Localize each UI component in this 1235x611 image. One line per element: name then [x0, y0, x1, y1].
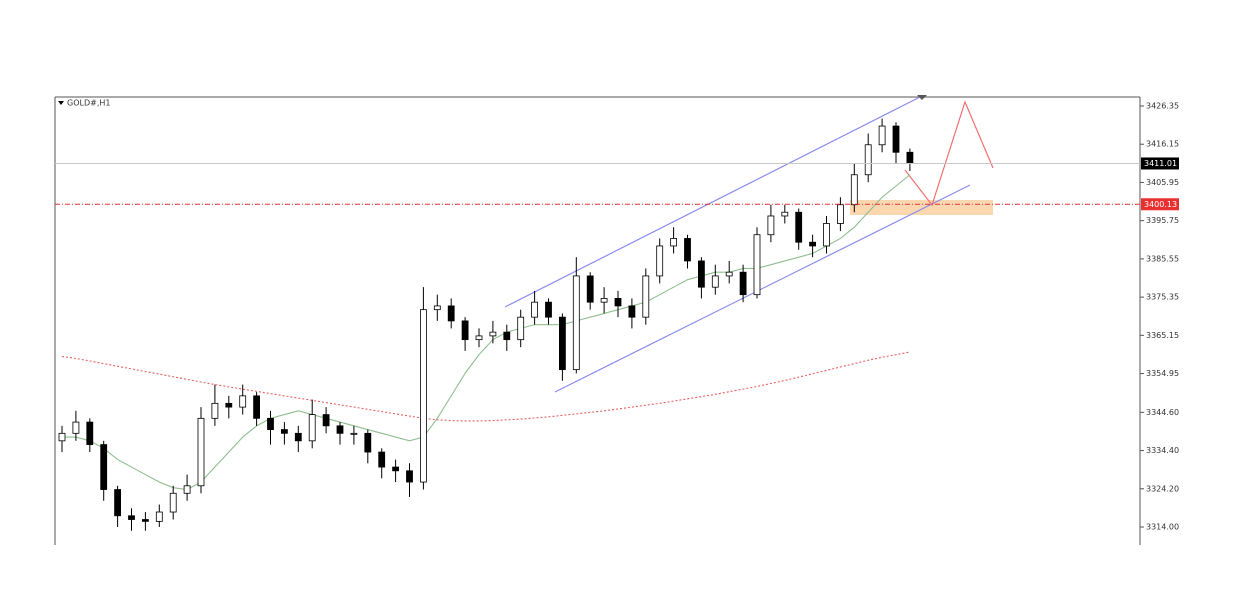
candle-body	[572, 275, 580, 371]
candle-body	[586, 275, 594, 303]
candle-body	[253, 395, 261, 419]
candle-body	[823, 223, 830, 247]
candle-body	[211, 402, 219, 419]
candle-body	[725, 271, 733, 277]
candle-body	[100, 444, 108, 490]
level-label: 3400.13	[1144, 200, 1177, 209]
candle-body	[559, 316, 566, 371]
candle-body	[183, 485, 191, 494]
candle-body	[600, 298, 608, 303]
y-tick-label: 3344.60	[1146, 408, 1179, 417]
candle-body	[433, 305, 441, 311]
candle-body	[892, 125, 900, 153]
y-tick-label: 3354.95	[1146, 369, 1179, 378]
candle-body	[322, 414, 330, 427]
y-tick-label: 3375.35	[1146, 293, 1179, 302]
candle-body	[72, 421, 80, 434]
y-tick-label: 3385.55	[1146, 254, 1179, 263]
candle-body	[378, 451, 386, 468]
current-price-label: 3411.01	[1144, 159, 1177, 168]
candle-body	[878, 125, 886, 146]
candle-body	[531, 301, 538, 318]
candle-body	[86, 421, 94, 445]
candle-body	[419, 309, 427, 483]
menu-arrow	[58, 101, 64, 105]
candle-body	[864, 144, 872, 176]
candle-body	[642, 275, 650, 318]
channel-lower	[554, 184, 971, 393]
candle-body	[739, 271, 747, 296]
y-tick-label: 3365.15	[1146, 331, 1179, 340]
candle-body	[239, 395, 247, 408]
y-tick-label: 3334.40	[1146, 446, 1179, 455]
candle-body	[197, 417, 205, 487]
candle-body	[280, 429, 288, 434]
candle-body	[350, 432, 358, 435]
candle-body	[225, 402, 233, 408]
y-tick-label: 3416.15	[1146, 140, 1179, 149]
y-tick-label: 3426.35	[1146, 101, 1179, 110]
candle-body	[809, 241, 816, 247]
candle-body	[545, 301, 552, 318]
candle-body	[308, 414, 316, 442]
candle-body	[684, 238, 691, 262]
candle-body	[795, 211, 803, 243]
candle-body	[336, 425, 344, 434]
candle-body	[753, 234, 761, 296]
candle-body	[517, 316, 525, 341]
candle-body	[406, 470, 413, 483]
candle-body	[294, 432, 302, 442]
forecast-arrow	[904, 100, 994, 207]
candle-body	[781, 211, 789, 217]
candle-body	[461, 320, 469, 341]
candle-body	[698, 260, 705, 288]
channel-upper	[504, 96, 921, 308]
y-tick-label: 3405.95	[1146, 178, 1179, 187]
candle-body	[656, 245, 664, 277]
candle-body	[169, 492, 177, 513]
candle-body	[711, 275, 719, 288]
candle-body	[489, 331, 497, 337]
candle-body	[364, 432, 372, 453]
candle-body	[475, 335, 483, 341]
candle-body	[628, 305, 636, 318]
candle-body	[503, 331, 511, 341]
candle-body	[447, 305, 455, 322]
candle-body	[141, 519, 149, 522]
moving-average	[61, 351, 911, 422]
candle-body	[155, 511, 163, 522]
chart-title: GOLD#,H1	[67, 99, 110, 108]
demand-zone	[850, 200, 993, 215]
y-tick-label: 3314.00	[1146, 523, 1179, 532]
candle-body	[267, 417, 274, 430]
candle-body	[837, 204, 844, 224]
y-tick-label: 3324.20	[1146, 484, 1179, 493]
candle-body	[767, 215, 775, 236]
candle-body	[906, 151, 914, 164]
y-tick-label: 3395.75	[1146, 216, 1179, 225]
candle-body	[128, 515, 135, 520]
candle-body	[58, 432, 66, 442]
candle-body	[614, 298, 622, 307]
candle-body	[850, 174, 858, 206]
candle-body	[670, 238, 677, 247]
channel-handle	[917, 95, 927, 100]
current-price-box	[1141, 157, 1179, 170]
candle-body	[392, 466, 400, 472]
candle-body	[114, 489, 121, 517]
level-box	[1141, 198, 1179, 211]
